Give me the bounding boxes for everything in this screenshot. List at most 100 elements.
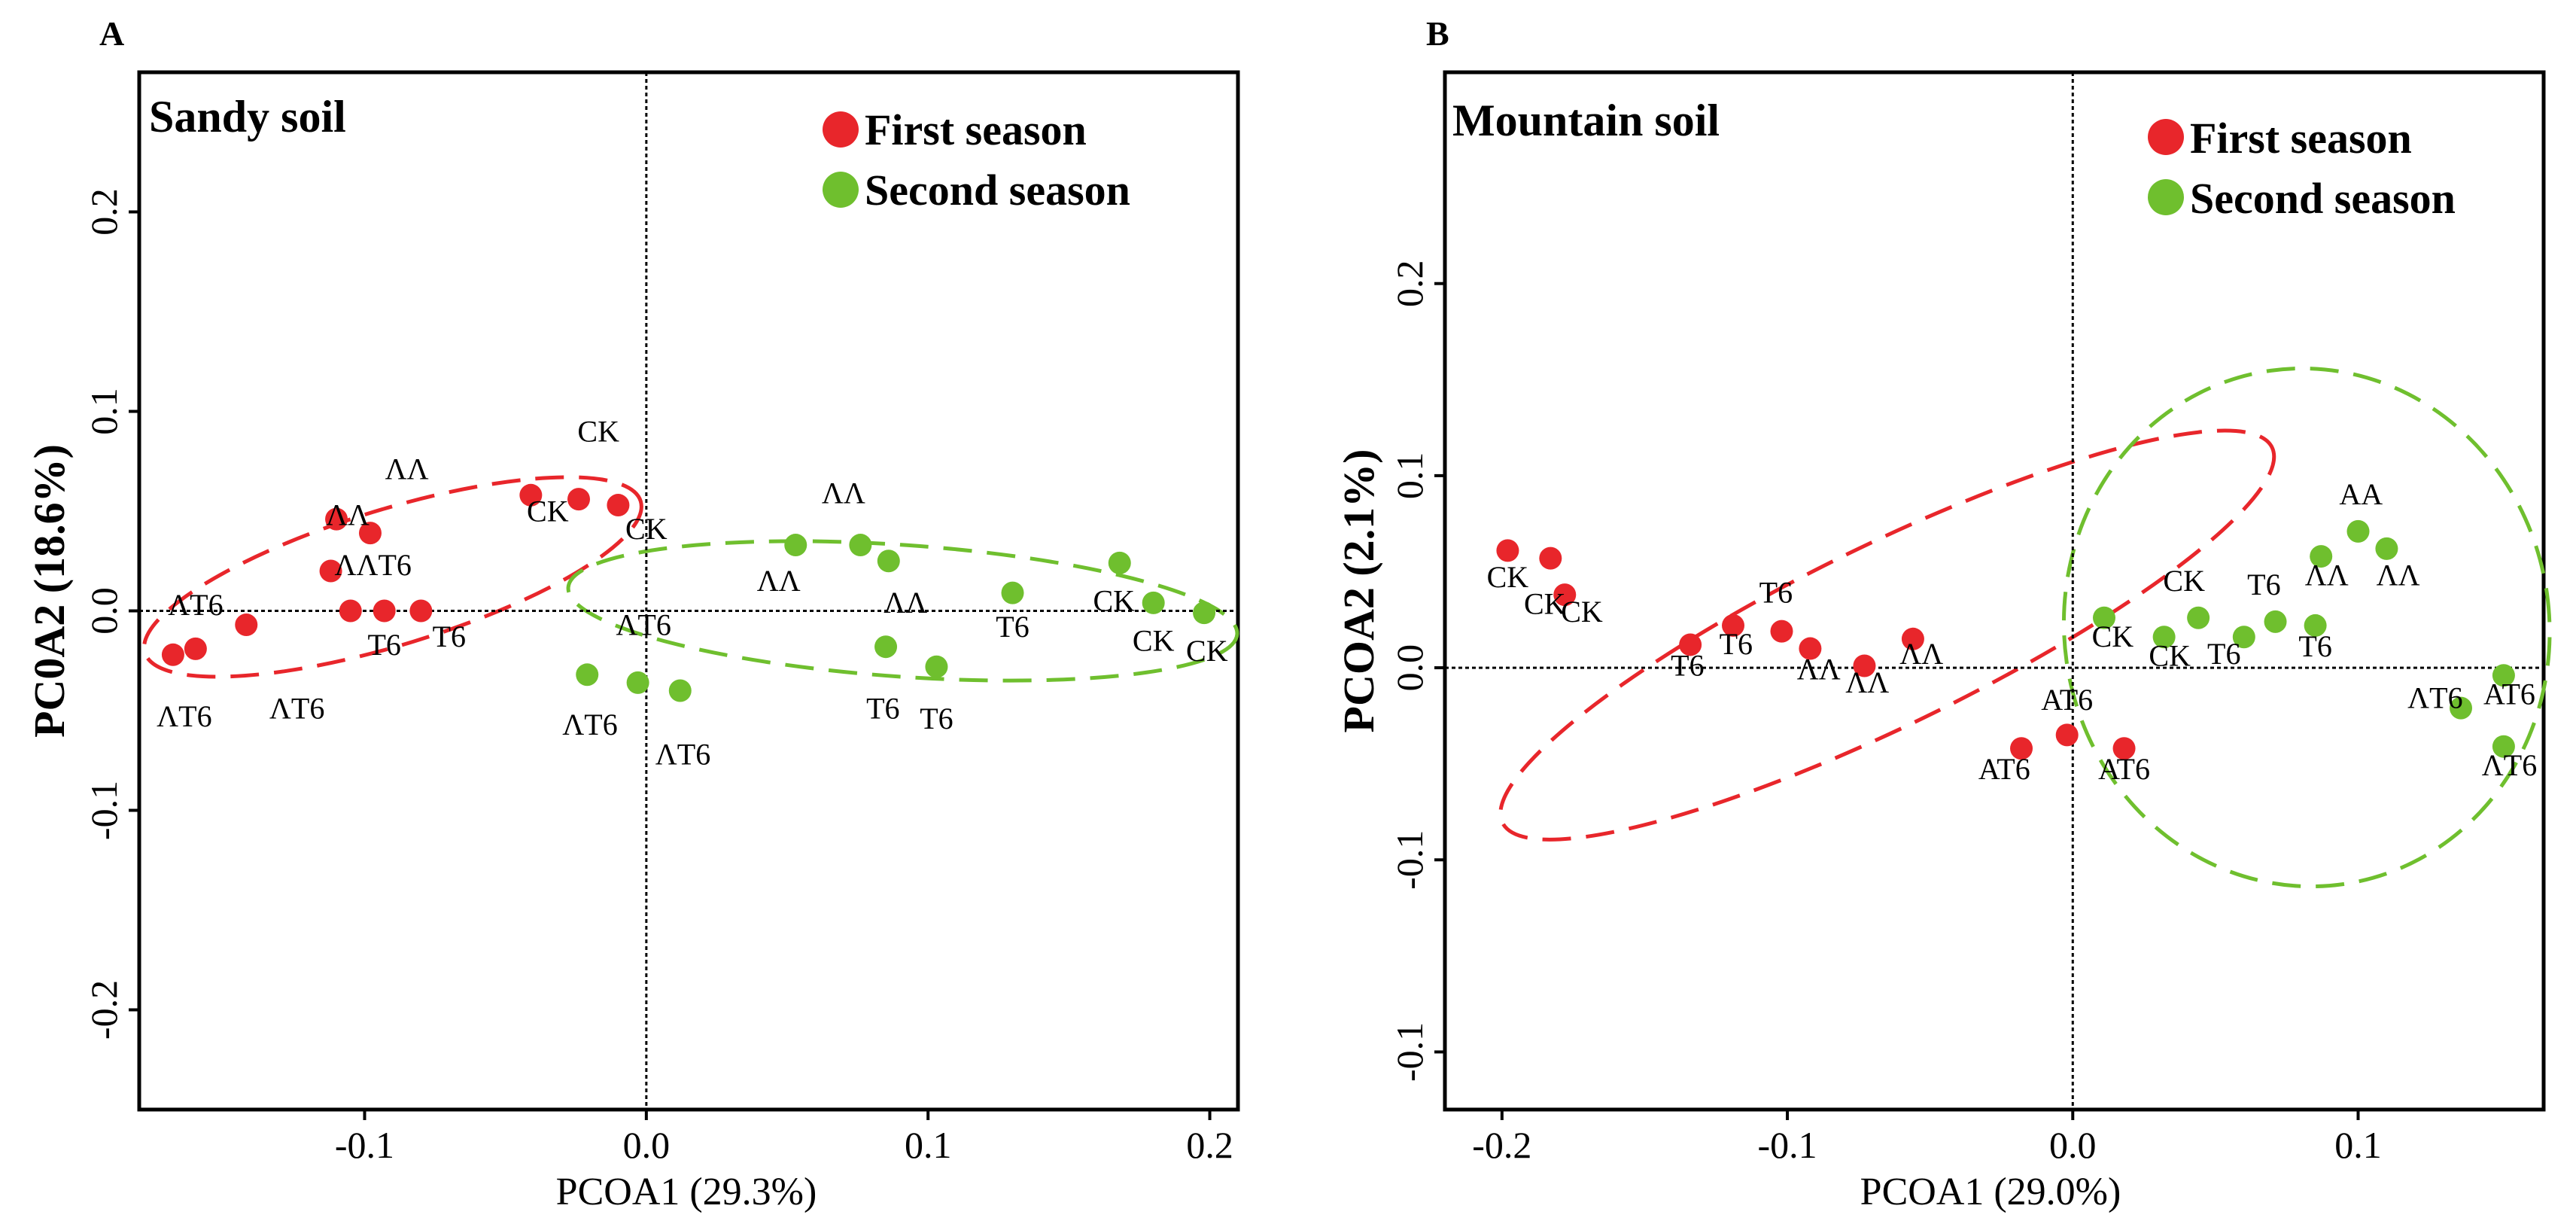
y-ticks-a: -0.2 -0.1 0.0 0.1 0.2	[83, 188, 139, 1040]
point-label-b: T6	[1720, 627, 1753, 661]
point-label-a: T6	[367, 628, 400, 662]
point-label-b: ΛT6	[2482, 748, 2537, 782]
point-label-b: ΛΛ	[1845, 665, 1889, 699]
point-label-b: CK	[1487, 560, 1529, 594]
ellipse-first-a	[142, 475, 643, 679]
point-second-a	[925, 655, 948, 678]
point-label-a: CK	[577, 414, 619, 448]
legend-label-first-a: First season	[865, 105, 1087, 154]
point-label-a: ΛT6	[562, 708, 617, 741]
plot-frame-b	[1443, 70, 2546, 1112]
x-tick-label-b: 0.1	[2334, 1124, 2382, 1166]
point-second-b	[2450, 696, 2473, 720]
point-first-b	[1722, 613, 1745, 637]
point-label-b: AT6	[2041, 683, 2093, 717]
point-second-a	[784, 534, 807, 557]
point-second-b	[2187, 606, 2210, 629]
point-first-a	[339, 599, 362, 623]
y-ticks-b: -0.1 -0.1 0.0 0.1 0.2	[1388, 260, 1445, 1082]
point-second-a	[877, 550, 900, 573]
reference-lines-b	[1445, 72, 2544, 1110]
panel-letter-b: B	[1426, 14, 1449, 53]
point-second-a	[668, 679, 692, 702]
point-first-a	[319, 559, 342, 583]
point-second-b	[2093, 606, 2115, 629]
y-tick-label-b: -0.1	[1388, 1022, 1431, 1082]
point-label-a: ΛΛ	[326, 498, 370, 532]
point-label-b: ΛΛ	[1899, 637, 1943, 671]
y-tick-label-b: 0.2	[1388, 260, 1431, 307]
point-label-b: T6	[1759, 575, 1793, 609]
point-label-a: ΛT6	[616, 607, 671, 641]
y-tick-label-b: -0.1	[1388, 830, 1431, 890]
point-label-b: CK	[1561, 595, 1603, 629]
point-first-a	[358, 522, 382, 545]
legend-marker-first-a	[823, 111, 859, 148]
point-label-b: T6	[1671, 648, 1704, 682]
x-axis-label-b: PCOA1 (29.0%)	[1860, 1171, 2121, 1213]
point-first-b	[1901, 627, 1924, 650]
point-second-a	[1193, 601, 1216, 625]
point-label-a: T6	[866, 692, 899, 726]
x-tick-label-b: 0.0	[2049, 1124, 2097, 1166]
point-label-b: ΛΛ	[2305, 558, 2349, 592]
x-tick-label-a: 0.2	[1186, 1124, 1233, 1166]
point-label-b: AT6	[1978, 752, 2030, 786]
point-second-b	[2304, 613, 2327, 637]
point-first-a	[373, 599, 396, 623]
point-label-a: ΛT6	[157, 699, 211, 733]
x-tick-label-a: 0.1	[905, 1124, 952, 1166]
panel-a: A Sandy soil ΛT6 ΛT6 ΛT6 ΛΛ ΛΛ ΛΛT6 T6 T6 CK CK CK…	[25, 14, 1240, 1213]
point-second-a	[626, 671, 649, 694]
legend-label-second-b: Second season	[2190, 174, 2456, 223]
y-tick-label-a: 0.0	[83, 587, 125, 635]
point-label-a: ΛT6	[168, 588, 223, 622]
point-label-b: AA	[2339, 477, 2383, 511]
panel-letter-a: A	[99, 14, 124, 53]
reference-lines-a	[139, 72, 1238, 1110]
point-label-b: ΛΛ	[2377, 558, 2420, 592]
point-first-b	[2055, 723, 2079, 747]
y-axis-label-a: PC0A2 (18.6%)	[25, 444, 74, 738]
point-label-b: CK	[1524, 587, 1566, 621]
point-first-a	[184, 637, 207, 660]
point-label-b: ΛΛ	[1797, 652, 1841, 686]
point-second-a	[1142, 591, 1165, 614]
point-label-b: T6	[2298, 629, 2331, 663]
point-second-a	[874, 635, 898, 659]
point-label-a: CK	[1133, 624, 1175, 658]
point-label-b: CK	[2149, 639, 2191, 673]
point-label-a: ΛT6	[269, 692, 324, 726]
ellipse-second-a	[566, 539, 1239, 683]
point-first-a	[235, 613, 258, 637]
point-first-b	[2010, 737, 2033, 760]
point-second-b	[2310, 545, 2333, 568]
point-second-b	[2346, 519, 2370, 543]
y-tick-label-a: -0.1	[83, 781, 125, 840]
points-a	[161, 483, 1216, 702]
point-label-b: CK	[2092, 620, 2134, 653]
panel-title-a: Sandy soil	[149, 92, 346, 142]
ellipse-second-b	[2061, 366, 2552, 889]
point-label-b: AT6	[2098, 752, 2150, 786]
y-axis-label-b: PCOA2 (2.1%)	[1334, 449, 1383, 733]
point-label-a: ΛΛT6	[334, 548, 411, 582]
point-first-a	[567, 488, 590, 511]
y-tick-label-a: 0.1	[83, 388, 125, 435]
y-tick-label-b: 0.0	[1388, 644, 1431, 692]
point-second-b	[2232, 626, 2255, 649]
point-first-b	[1553, 583, 1577, 607]
point-label-a: CK	[1093, 584, 1135, 618]
point-label-a: ΛΛ	[822, 476, 865, 510]
ellipse-first-b	[1498, 428, 2276, 842]
point-first-b	[1496, 539, 1519, 562]
y-tick-label-a: -0.2	[83, 980, 125, 1040]
ellipses-a	[142, 475, 1239, 683]
point-label-a: ΛΛ	[884, 586, 927, 620]
x-ticks-b: -0.2 -0.1 0.0 0.1	[1472, 1110, 2382, 1166]
legend-marker-second-a	[823, 172, 859, 208]
legend-marker-first-b	[2148, 119, 2184, 155]
point-first-b	[1679, 633, 1702, 656]
